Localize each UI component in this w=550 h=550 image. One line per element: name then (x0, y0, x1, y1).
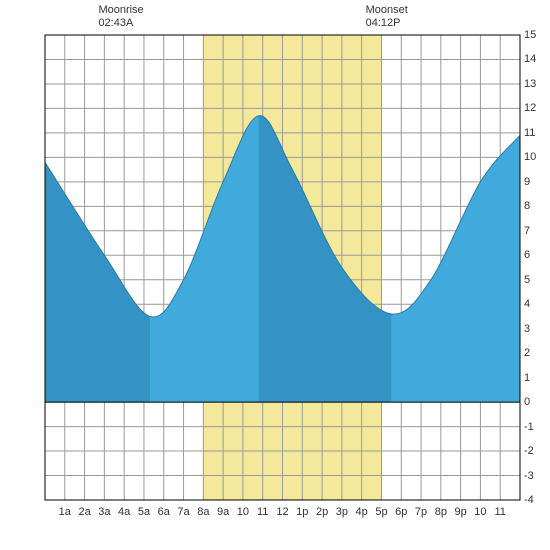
moonset-title: Moonset (366, 4, 408, 17)
x-tick-label: 7p (415, 506, 427, 518)
x-tick-label: 12 (276, 506, 288, 518)
y-tick-label: 9 (524, 176, 530, 188)
x-tick-label: 2p (316, 506, 328, 518)
moonrise-label: Moonrise02:43A (98, 4, 143, 30)
x-tick-label: 8p (435, 506, 447, 518)
x-tick-label: 4a (118, 506, 130, 518)
y-tick-label: 12 (524, 102, 536, 114)
y-tick-label: 1 (524, 372, 530, 384)
x-tick-label: 11 (257, 506, 268, 518)
y-tick-label: 13 (524, 78, 536, 90)
y-tick-label: 6 (524, 249, 530, 261)
x-tick-label: 5a (138, 506, 150, 518)
y-tick-label: 3 (524, 323, 530, 335)
y-tick-label: 8 (524, 200, 530, 212)
moonrise-time: 02:43A (98, 17, 143, 30)
y-tick-label: 2 (524, 347, 530, 359)
y-tick-label: 11 (524, 127, 535, 139)
y-tick-label: 7 (524, 225, 530, 237)
y-tick-label: 4 (524, 298, 530, 310)
x-tick-label: 3a (98, 506, 110, 518)
y-tick-label: -3 (524, 470, 534, 482)
x-tick-label: 5p (375, 506, 387, 518)
x-tick-label: 9p (455, 506, 467, 518)
x-tick-label: 9a (217, 506, 229, 518)
x-tick-label: 6a (158, 506, 170, 518)
x-tick-label: 6p (395, 506, 407, 518)
x-tick-label: 7a (177, 506, 189, 518)
x-tick-label: 11 (494, 506, 505, 518)
x-tick-label: 1p (296, 506, 308, 518)
y-tick-label: -1 (524, 421, 534, 433)
moonrise-title: Moonrise (98, 4, 143, 17)
x-tick-label: 3p (336, 506, 348, 518)
y-tick-label: 5 (524, 274, 530, 286)
x-tick-label: 10 (237, 506, 249, 518)
y-tick-label: -2 (524, 445, 534, 457)
x-tick-label: 1a (59, 506, 71, 518)
x-tick-label: 2a (78, 506, 90, 518)
y-tick-label: 14 (524, 53, 536, 65)
x-tick-label: 8a (197, 506, 209, 518)
tide-chart: -4-3-2-101234567891011121314151a2a3a4a5a… (0, 0, 550, 550)
y-tick-label: 10 (524, 151, 536, 163)
x-tick-label: 10 (474, 506, 486, 518)
y-tick-label: 0 (524, 396, 530, 408)
moonset-time: 04:12P (366, 17, 408, 30)
chart-svg (0, 0, 550, 550)
x-tick-label: 4p (356, 506, 368, 518)
y-tick-label: -4 (524, 494, 534, 506)
y-tick-label: 15 (524, 29, 536, 41)
moonset-label: Moonset04:12P (366, 4, 408, 30)
